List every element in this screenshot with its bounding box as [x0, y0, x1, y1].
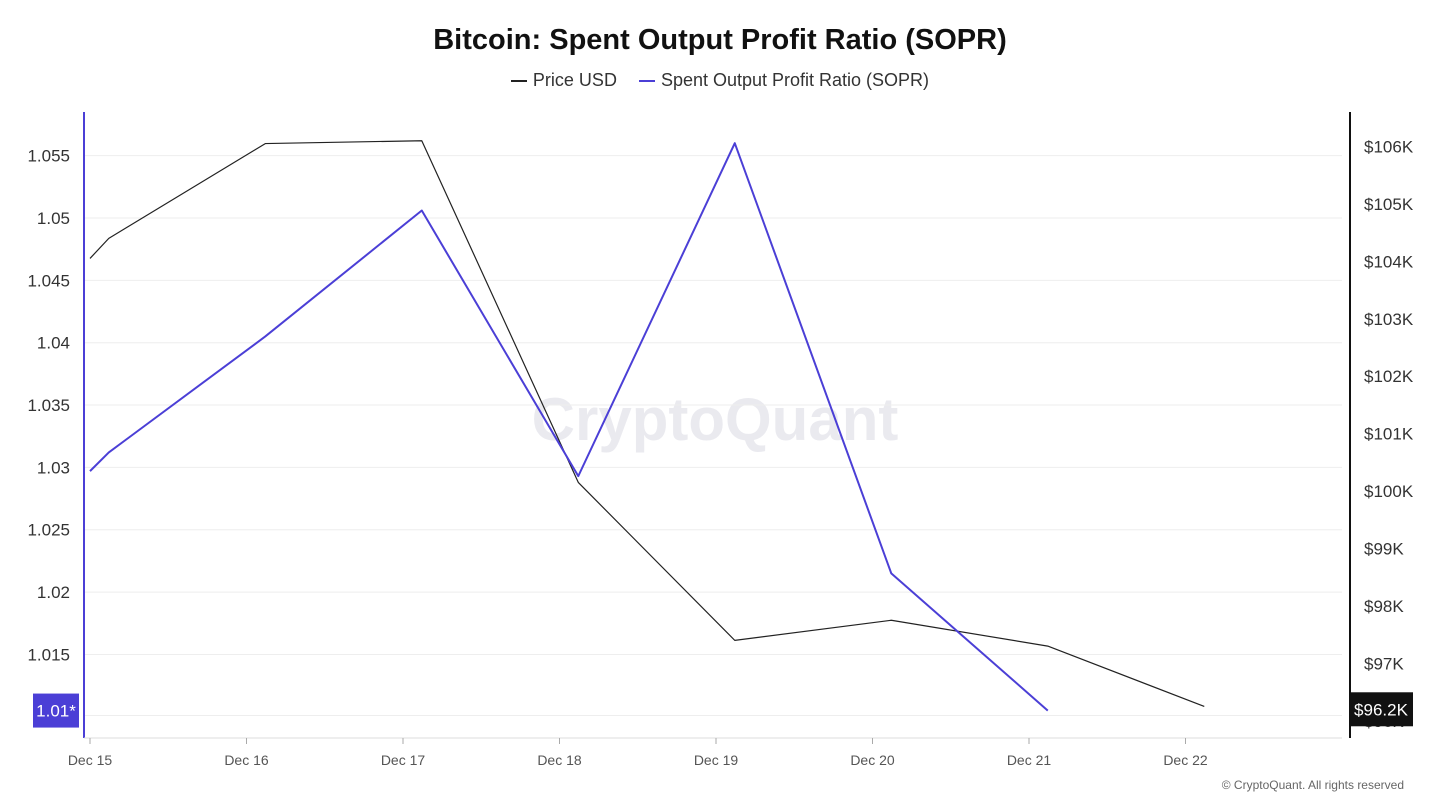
right-tick-label: $104K: [1364, 252, 1414, 271]
right-tick-label: $100K: [1364, 482, 1414, 501]
legend-item-price[interactable]: Price USD: [510, 70, 617, 91]
right-tick-label: $103K: [1364, 310, 1414, 329]
left-tick-label: 1.04: [37, 334, 70, 353]
legend-swatch-price: [510, 79, 527, 82]
x-tick-label: Dec 21: [1007, 752, 1052, 768]
right-tick-label: $98K: [1364, 597, 1404, 616]
x-tick-label: Dec 15: [68, 752, 113, 768]
right-tick-label: $102K: [1364, 367, 1414, 386]
price-line: [89, 140, 1205, 707]
chart-title: Bitcoin: Spent Output Profit Ratio (SOPR…: [433, 24, 1007, 56]
sopr-current-badge: [33, 693, 79, 728]
x-tick-label: Dec 22: [1163, 752, 1208, 768]
legend-swatch-sopr: [638, 79, 655, 82]
price-current-badge: [1350, 692, 1413, 727]
gridlines: [84, 155, 1342, 717]
x-tick-label: Dec 18: [537, 752, 582, 768]
left-axis-ticks: 1.015 1.02 1.025 1.03 1.035 1.04 1.045 1.05 1.05…: [27, 147, 70, 665]
copyright: © CryptoQuant. All rights reserved: [1221, 778, 1404, 792]
legend-label-price: Price USD: [532, 70, 617, 90]
right-axis-ticks: $96K$97K$98K$99K$100K$101K$102K$103K$104…: [1364, 137, 1414, 730]
left-tick-label: 1.055: [27, 147, 70, 166]
series-lines: [89, 140, 1205, 712]
left-tick-label: 1.02: [37, 583, 70, 602]
x-tick-label: Dec 17: [381, 752, 426, 768]
x-tick-label: Dec 19: [694, 752, 739, 768]
left-tick-label: 1.015: [27, 645, 70, 664]
sopr-line: [89, 142, 1049, 712]
right-tick-label: $101K: [1364, 425, 1414, 444]
left-tick-label: 1.035: [27, 396, 70, 415]
price-current-label: $96.2K: [1354, 700, 1409, 719]
right-tick-label: $106K: [1364, 137, 1414, 156]
legend-label-sopr: Spent Output Profit Ratio (SOPR): [660, 70, 930, 90]
right-tick-label: $97K: [1364, 654, 1404, 673]
current-value-badges: 1.01* $96.2K: [33, 692, 1413, 728]
left-tick-label: 1.05: [37, 209, 70, 228]
left-tick-label: 1.025: [27, 521, 70, 540]
right-tick-label: $105K: [1364, 195, 1414, 214]
x-axis-ticks: Dec 15 Dec 16 Dec 17 Dec 18 Dec 19 Dec 20 Dec …: [68, 738, 1208, 768]
left-tick-label: 1.045: [27, 271, 70, 290]
axes: [83, 112, 1351, 739]
right-tick-label: $99K: [1364, 539, 1404, 558]
left-tick-label: 1.03: [37, 458, 70, 477]
x-tick-label: Dec 16: [224, 752, 269, 768]
legend-item-sopr[interactable]: Spent Output Profit Ratio (SOPR): [638, 70, 930, 91]
sopr-current-label: 1.01*: [36, 702, 76, 721]
x-tick-label: Dec 20: [850, 752, 895, 768]
legend: Price USD Spent Output Profit Ratio (SOP…: [0, 70, 1440, 91]
watermark: CryptoQuant: [532, 386, 899, 453]
